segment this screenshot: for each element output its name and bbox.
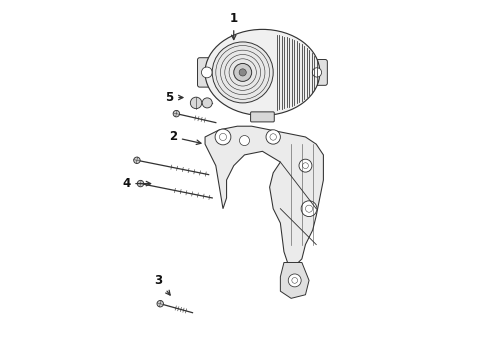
- FancyBboxPatch shape: [306, 59, 326, 85]
- Circle shape: [298, 159, 311, 172]
- Text: 1: 1: [229, 12, 237, 40]
- Text: 3: 3: [154, 274, 170, 295]
- Circle shape: [287, 274, 301, 287]
- Ellipse shape: [204, 30, 319, 116]
- Circle shape: [233, 63, 251, 81]
- Circle shape: [173, 111, 179, 117]
- Circle shape: [202, 98, 212, 108]
- Circle shape: [265, 130, 280, 144]
- Circle shape: [212, 42, 273, 103]
- FancyBboxPatch shape: [250, 112, 274, 122]
- Text: 4: 4: [122, 177, 150, 190]
- Circle shape: [137, 180, 143, 187]
- FancyBboxPatch shape: [197, 58, 218, 87]
- Circle shape: [239, 135, 249, 145]
- Circle shape: [301, 201, 316, 217]
- Circle shape: [201, 67, 212, 78]
- Circle shape: [157, 301, 163, 307]
- Circle shape: [312, 68, 321, 77]
- Polygon shape: [280, 262, 308, 298]
- Text: 5: 5: [165, 91, 183, 104]
- Circle shape: [133, 157, 140, 163]
- Circle shape: [215, 129, 230, 145]
- Circle shape: [190, 97, 202, 109]
- Text: 2: 2: [168, 130, 201, 144]
- Polygon shape: [204, 126, 323, 266]
- Circle shape: [239, 69, 246, 76]
